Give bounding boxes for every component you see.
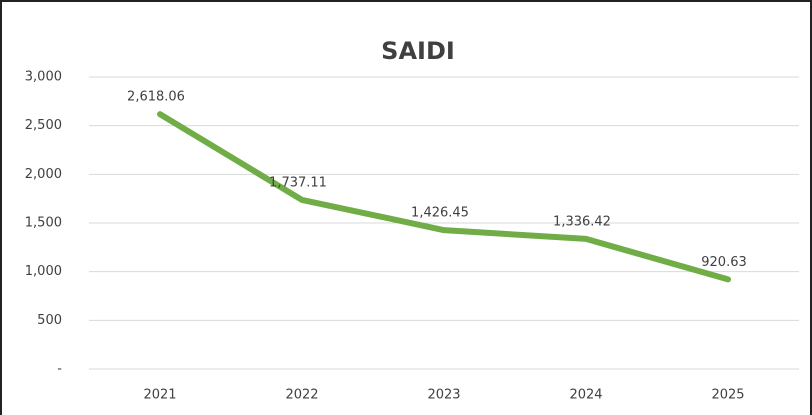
data-label: 1,336.42 [553,214,611,229]
data-label: 1,426.45 [411,206,469,221]
x-tick-label: 2025 [711,388,744,403]
y-tick-label: 500 [37,313,62,328]
y-tick-label: 1,500 [25,216,62,231]
x-tick-label: 2022 [285,388,318,403]
data-line [157,111,731,283]
x-tick-label: 2021 [143,388,176,403]
y-tick-label: 3,000 [25,70,62,85]
x-tick-label: 2024 [569,388,602,403]
data-label: 2,618.06 [127,90,185,105]
y-tick-label: 2,500 [25,118,62,133]
y-tick-label: 2,000 [25,167,62,182]
data-label: 1,737.11 [269,175,327,190]
y-tick-label: - [57,362,62,377]
y-tick-label: 1,000 [25,264,62,279]
data-label: 920.63 [701,255,747,270]
chart-title: SAIDI [381,37,455,65]
x-tick-label: 2023 [427,388,460,403]
